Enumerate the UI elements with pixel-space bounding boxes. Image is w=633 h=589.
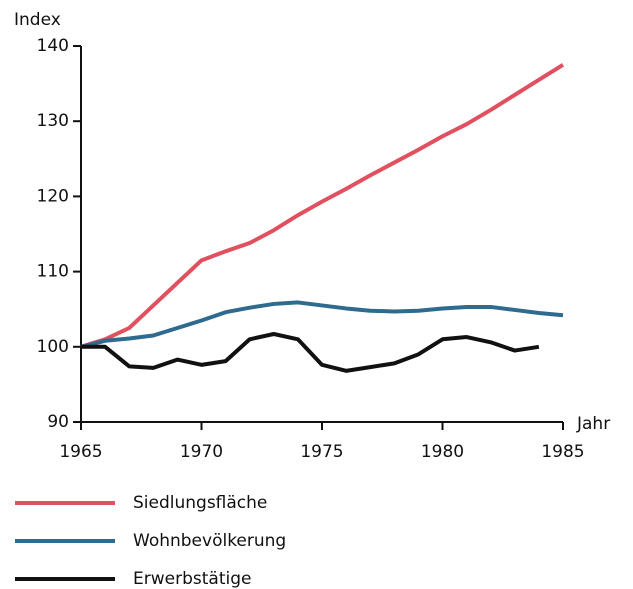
x-tick-label: 1985 bbox=[541, 442, 584, 462]
y-tick-label: 100 bbox=[37, 337, 69, 357]
legend-label: Siedlungsfläche bbox=[133, 493, 267, 513]
y-tick-label: 120 bbox=[37, 186, 69, 206]
y-tick-label: 130 bbox=[37, 111, 69, 131]
x-tick-label: 1970 bbox=[180, 442, 223, 462]
y-tick-label: 110 bbox=[37, 262, 69, 282]
y-axis-label: Index bbox=[14, 10, 61, 30]
series-line bbox=[81, 332, 540, 373]
series-line bbox=[80, 63, 565, 349]
legend-label: Wohnbevölkerung bbox=[133, 531, 286, 551]
x-tick-label: 1980 bbox=[421, 442, 464, 462]
x-tick-label: 1975 bbox=[300, 442, 343, 462]
x-tick-label: 1965 bbox=[59, 442, 102, 462]
y-tick-label: 140 bbox=[37, 36, 69, 56]
y-tick-label: 90 bbox=[47, 412, 69, 432]
series-line bbox=[80, 300, 564, 349]
x-axis-label: Jahr bbox=[576, 414, 610, 434]
legend-label: Erwerbstätige bbox=[133, 569, 251, 589]
